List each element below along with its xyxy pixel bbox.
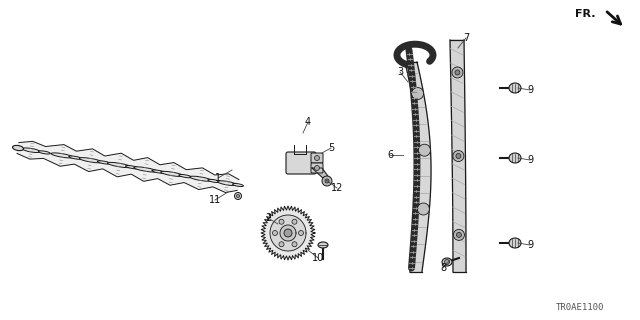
- Ellipse shape: [152, 170, 166, 173]
- Ellipse shape: [509, 83, 521, 93]
- Circle shape: [292, 242, 297, 247]
- Circle shape: [284, 229, 292, 237]
- Circle shape: [279, 242, 284, 247]
- Ellipse shape: [97, 161, 110, 164]
- Circle shape: [325, 179, 329, 183]
- Text: 1: 1: [215, 173, 221, 183]
- Circle shape: [298, 230, 303, 236]
- Ellipse shape: [108, 162, 131, 168]
- Ellipse shape: [13, 147, 24, 149]
- Ellipse shape: [13, 145, 24, 151]
- Text: 9: 9: [527, 85, 533, 95]
- Circle shape: [456, 232, 461, 237]
- Circle shape: [452, 67, 463, 78]
- Text: 7: 7: [463, 33, 469, 43]
- Circle shape: [456, 154, 461, 158]
- Polygon shape: [270, 215, 306, 251]
- Ellipse shape: [218, 181, 236, 186]
- FancyBboxPatch shape: [286, 152, 316, 174]
- Ellipse shape: [134, 167, 157, 172]
- Circle shape: [322, 176, 332, 186]
- Text: 10: 10: [312, 253, 324, 263]
- Polygon shape: [450, 40, 466, 272]
- Circle shape: [234, 193, 241, 199]
- Circle shape: [273, 230, 278, 236]
- Polygon shape: [312, 168, 330, 179]
- Ellipse shape: [232, 183, 243, 187]
- Text: FR.: FR.: [575, 9, 596, 19]
- Text: TR0AE1100: TR0AE1100: [556, 303, 604, 313]
- Ellipse shape: [189, 176, 211, 181]
- Polygon shape: [280, 225, 296, 241]
- Polygon shape: [261, 206, 315, 260]
- Text: 9: 9: [527, 240, 533, 250]
- Text: 4: 4: [305, 117, 311, 127]
- Circle shape: [237, 195, 239, 197]
- Ellipse shape: [38, 151, 51, 154]
- Ellipse shape: [509, 153, 521, 163]
- Text: 8: 8: [440, 263, 446, 273]
- Text: 6: 6: [387, 150, 393, 160]
- Text: 11: 11: [209, 195, 221, 205]
- Circle shape: [453, 150, 464, 162]
- Circle shape: [292, 219, 297, 224]
- Circle shape: [412, 87, 424, 100]
- Circle shape: [279, 219, 284, 224]
- Circle shape: [455, 70, 460, 75]
- Circle shape: [314, 165, 319, 171]
- FancyBboxPatch shape: [311, 163, 323, 173]
- Text: 5: 5: [328, 143, 334, 153]
- Polygon shape: [17, 141, 239, 193]
- Circle shape: [417, 203, 429, 215]
- Circle shape: [314, 156, 319, 161]
- Ellipse shape: [509, 238, 521, 248]
- Ellipse shape: [125, 165, 140, 169]
- Ellipse shape: [208, 179, 220, 182]
- Ellipse shape: [179, 174, 191, 178]
- Ellipse shape: [161, 171, 183, 176]
- Ellipse shape: [68, 156, 82, 159]
- Circle shape: [445, 260, 449, 265]
- Polygon shape: [405, 62, 431, 272]
- Ellipse shape: [442, 258, 452, 266]
- Ellipse shape: [51, 153, 73, 158]
- Circle shape: [419, 144, 431, 156]
- Text: 3: 3: [397, 67, 403, 77]
- Ellipse shape: [79, 158, 102, 163]
- Circle shape: [453, 229, 465, 240]
- Text: 9: 9: [527, 155, 533, 165]
- FancyBboxPatch shape: [311, 153, 323, 163]
- Ellipse shape: [318, 242, 328, 248]
- Text: 2: 2: [265, 213, 271, 223]
- Text: 12: 12: [331, 183, 343, 193]
- Ellipse shape: [22, 148, 40, 153]
